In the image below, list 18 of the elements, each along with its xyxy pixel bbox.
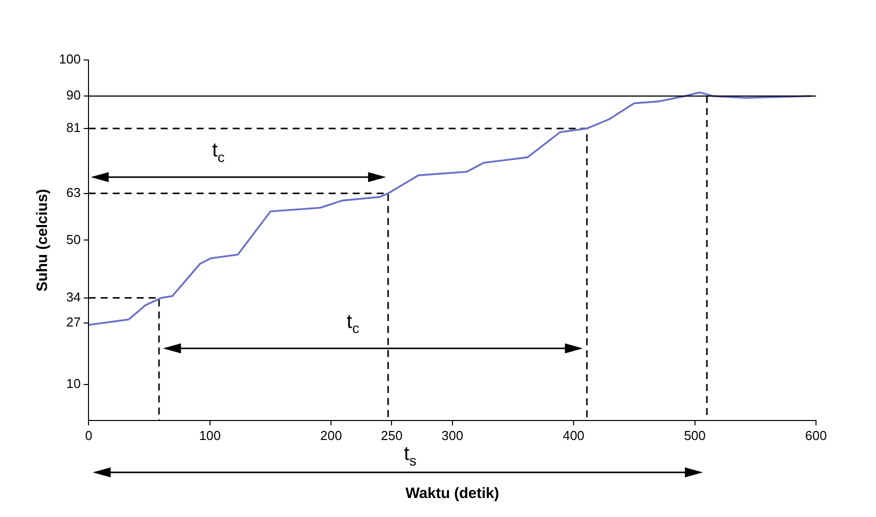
x-axis-title: Waktu (detik) [406, 485, 500, 502]
y-tick-label: 81 [66, 120, 81, 136]
x-tick-label: 600 [805, 428, 827, 443]
x-tick-label: 0 [85, 428, 92, 443]
x-tick-label: 300 [441, 428, 464, 443]
y-tick-label: 100 [58, 52, 81, 67]
y-axis-title: Suhu (celcius) [34, 188, 52, 292]
y-tick-label: 90 [66, 88, 81, 103]
y-tick-label: 10 [66, 376, 81, 391]
y-tick-label: 63 [66, 184, 81, 200]
y-tick-label: 27 [66, 314, 81, 330]
y-tick-label: 34 [66, 289, 81, 304]
x-tick-label: 200 [320, 428, 342, 443]
x-tick-label: 100 [199, 428, 221, 443]
y-tick-label: 50 [66, 232, 81, 247]
x-tick-label: 250 [380, 428, 403, 443]
x-tick-label: 500 [684, 428, 706, 443]
x-tick-label: 400 [562, 428, 584, 443]
